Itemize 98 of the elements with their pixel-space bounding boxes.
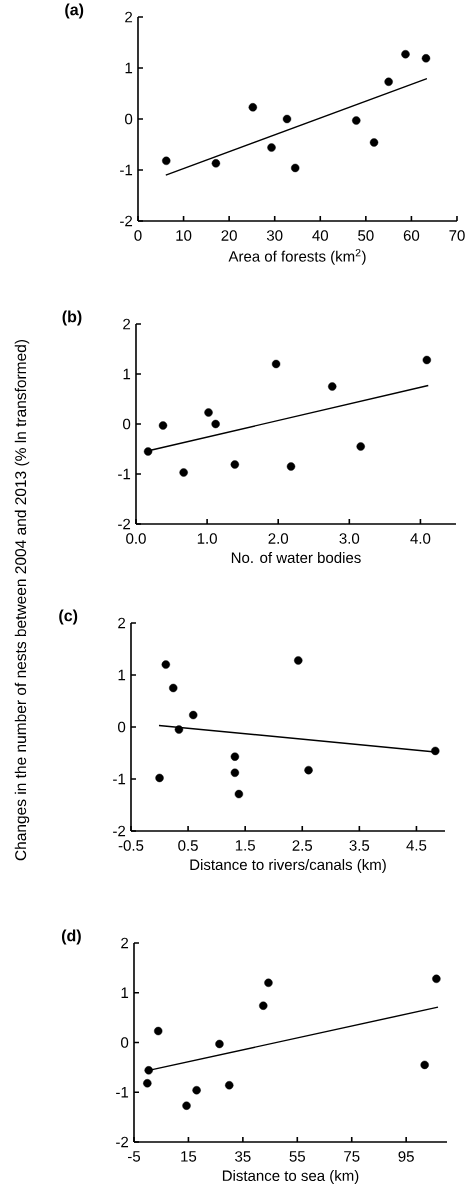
point <box>304 765 313 775</box>
point <box>234 789 244 799</box>
x-tick-label: 95 <box>398 1151 414 1162</box>
y-tick-label: -1 <box>118 468 131 480</box>
x-tick-label: 0 <box>134 230 142 241</box>
point <box>204 408 213 417</box>
chart-title: (c) <box>59 609 78 625</box>
point <box>352 116 361 125</box>
point <box>282 114 292 124</box>
y-tick-label: 2 <box>123 318 131 330</box>
y-tick-label: 2 <box>118 617 126 629</box>
point <box>248 103 258 112</box>
x-tick-label: 4.0 <box>410 533 431 544</box>
x-axis-title: Area of forests (km$^{2}$) <box>228 249 366 265</box>
y-tick-label: -2 <box>113 825 126 837</box>
point <box>144 1066 153 1075</box>
x-axis-title: No. of water bodies <box>231 552 361 564</box>
x-tick-label: 1.5 <box>235 840 255 851</box>
point <box>420 1060 429 1070</box>
point <box>154 1026 163 1036</box>
x-tick-label: 35 <box>235 1151 251 1162</box>
y-tick-label: -1 <box>120 164 133 176</box>
x-axis-title: Distance to rivers/canals (km) <box>190 859 386 873</box>
point <box>356 442 365 451</box>
x-tick-label: 60 <box>403 230 420 241</box>
point <box>259 1001 268 1010</box>
point <box>328 382 337 391</box>
x-tick-label: 75 <box>344 1151 360 1162</box>
x-axis-title: Distance to sea (km) <box>222 1170 359 1184</box>
x-tick-label: 55 <box>289 1151 306 1162</box>
y-tick-label: 1 <box>125 62 133 74</box>
x-tick-label: 4.5 <box>406 840 427 851</box>
point <box>182 1101 191 1110</box>
point <box>431 746 440 756</box>
point <box>179 468 188 477</box>
point <box>192 1086 201 1095</box>
x-tick-label: -0.5 <box>118 840 144 851</box>
point <box>230 460 240 469</box>
point <box>155 773 164 783</box>
point <box>215 1039 224 1049</box>
x-tick-label: 0.0 <box>126 533 146 544</box>
x-tick-label: 3.5 <box>349 840 370 851</box>
x-tick-label: 40 <box>312 230 329 241</box>
x-tick-label: 70 <box>449 230 465 241</box>
point <box>401 50 410 59</box>
y-tick-label: 1 <box>121 987 129 998</box>
point <box>432 974 441 984</box>
point <box>162 156 171 166</box>
x-tick-label: 30 <box>266 230 283 241</box>
y-tick-label: -2 <box>120 215 133 227</box>
y-tick-label: -1 <box>113 773 126 785</box>
x-tick-label: 15 <box>181 1151 197 1162</box>
chart-title: (b) <box>62 310 82 326</box>
y-tick-label: 1 <box>118 669 126 681</box>
y-tick-label: 0 <box>118 721 126 733</box>
chart-title: (d) <box>61 929 81 945</box>
y-tick-label: 2 <box>121 937 129 949</box>
x-tick-label: 3.0 <box>339 533 360 544</box>
point <box>169 683 178 693</box>
x-tick-label: 1.0 <box>197 533 217 544</box>
point <box>211 159 221 168</box>
point <box>291 163 300 173</box>
x-tick-label: -5 <box>127 1151 141 1162</box>
point <box>230 768 240 777</box>
point <box>189 710 198 720</box>
x-tick-label: 2.5 <box>292 840 313 851</box>
point <box>264 978 273 987</box>
point <box>369 138 379 147</box>
point <box>143 1079 152 1088</box>
point <box>286 462 296 471</box>
point <box>225 1081 234 1090</box>
point <box>174 725 184 734</box>
y-axis-title: Changes in the number of nests between 2004 and 2013 (% ln transformed) <box>14 339 30 861</box>
y-tick-label: 2 <box>125 11 133 23</box>
point <box>211 419 220 429</box>
y-tick-label: 0 <box>123 418 131 430</box>
y-tick-label: 0 <box>125 113 133 125</box>
point <box>267 143 276 152</box>
point <box>422 355 432 365</box>
x-tick-label: 10 <box>176 230 192 241</box>
point <box>271 359 281 369</box>
point <box>230 752 240 761</box>
x-tick-label: 50 <box>358 230 374 241</box>
point <box>294 656 303 665</box>
x-tick-label: 2.0 <box>268 533 289 544</box>
point <box>384 77 393 86</box>
x-tick-label: 20 <box>221 230 237 241</box>
y-tick-label: -1 <box>116 1087 129 1098</box>
y-tick-label: -2 <box>118 518 131 530</box>
y-tick-label: -2 <box>116 1136 129 1148</box>
point <box>421 54 431 63</box>
y-tick-label: 0 <box>121 1037 129 1048</box>
point <box>161 660 171 669</box>
chart-title: (a) <box>65 3 84 19</box>
y-tick-label: 1 <box>123 368 131 380</box>
point <box>158 421 168 430</box>
x-tick-label: 0.5 <box>178 840 198 851</box>
point <box>143 447 153 456</box>
